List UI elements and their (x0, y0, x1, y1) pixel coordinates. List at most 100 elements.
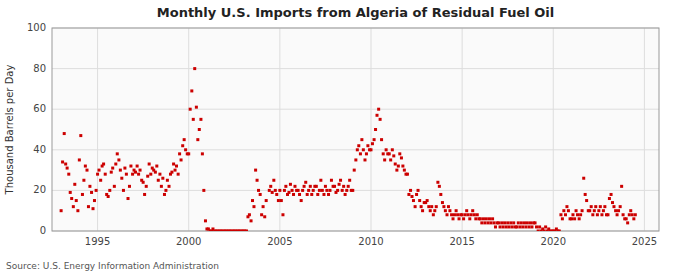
point (502, 225, 505, 228)
point (73, 183, 76, 186)
point (523, 221, 526, 224)
point (433, 209, 436, 212)
x-grid-line (462, 28, 463, 231)
point (90, 191, 93, 194)
point (119, 169, 122, 172)
point (559, 213, 562, 216)
y-grid-line (52, 68, 659, 69)
point (146, 175, 149, 178)
point (578, 217, 581, 220)
point (85, 169, 88, 172)
point (363, 158, 366, 161)
point (389, 158, 392, 161)
point (263, 215, 266, 218)
points (60, 67, 637, 231)
point (468, 217, 471, 220)
point (579, 213, 582, 216)
point (143, 193, 146, 196)
point (518, 225, 521, 228)
point (256, 179, 259, 182)
point (93, 199, 96, 202)
point (339, 179, 342, 182)
point (297, 189, 300, 192)
point (301, 189, 304, 192)
point (69, 191, 72, 194)
point (362, 148, 365, 151)
point (278, 189, 281, 192)
point (61, 160, 64, 163)
point (534, 221, 537, 224)
point (494, 225, 497, 228)
point (489, 221, 492, 224)
point (192, 118, 195, 121)
point (452, 217, 455, 220)
point (430, 205, 433, 208)
point (136, 165, 139, 168)
point (575, 209, 578, 212)
point (79, 134, 82, 137)
point (483, 221, 486, 224)
point (354, 158, 357, 161)
point (170, 171, 173, 174)
point (198, 128, 201, 131)
point (528, 225, 531, 228)
point (111, 167, 114, 170)
y-axis-label: Thousand Barrels per Day (4, 65, 15, 196)
point (470, 213, 473, 216)
point (248, 213, 251, 216)
grid (52, 28, 659, 231)
point (616, 213, 619, 216)
chart-container: 0204060801001995200020052010201520202025… (0, 0, 675, 275)
point (292, 193, 295, 196)
point (461, 213, 464, 216)
point (432, 213, 435, 216)
y-tick-label: 60 (33, 103, 46, 114)
point (338, 183, 341, 186)
point (388, 152, 391, 155)
point (558, 230, 561, 232)
point (369, 148, 372, 151)
point (464, 213, 467, 216)
point (259, 193, 262, 196)
point (383, 158, 386, 161)
point (344, 193, 347, 196)
point (172, 163, 175, 166)
point (561, 217, 564, 220)
point (99, 179, 102, 182)
point (134, 171, 137, 174)
point (521, 225, 524, 228)
point (183, 138, 186, 141)
point (293, 185, 296, 188)
point (269, 185, 272, 188)
point (325, 189, 328, 192)
point (406, 173, 409, 176)
x-grid-line (370, 28, 371, 231)
point (441, 201, 444, 204)
point (96, 173, 99, 176)
point (204, 219, 207, 222)
point (625, 217, 628, 220)
point (588, 209, 591, 212)
point (142, 181, 145, 184)
point (265, 199, 268, 202)
point (158, 173, 161, 176)
point (584, 193, 587, 196)
point (281, 213, 284, 216)
point (594, 205, 597, 208)
point (412, 199, 415, 202)
point (538, 225, 541, 228)
x-tick-label: 2015 (449, 236, 474, 247)
title: Monthly U.S. Imports from Algeria of Res… (157, 5, 554, 20)
point (336, 189, 339, 192)
point (307, 189, 310, 192)
point (137, 173, 140, 176)
point (480, 221, 483, 224)
point (456, 213, 459, 216)
point (497, 221, 500, 224)
point (113, 185, 116, 188)
point (72, 205, 75, 208)
point (629, 209, 632, 212)
point (493, 221, 496, 224)
point (509, 221, 512, 224)
point (306, 193, 309, 196)
